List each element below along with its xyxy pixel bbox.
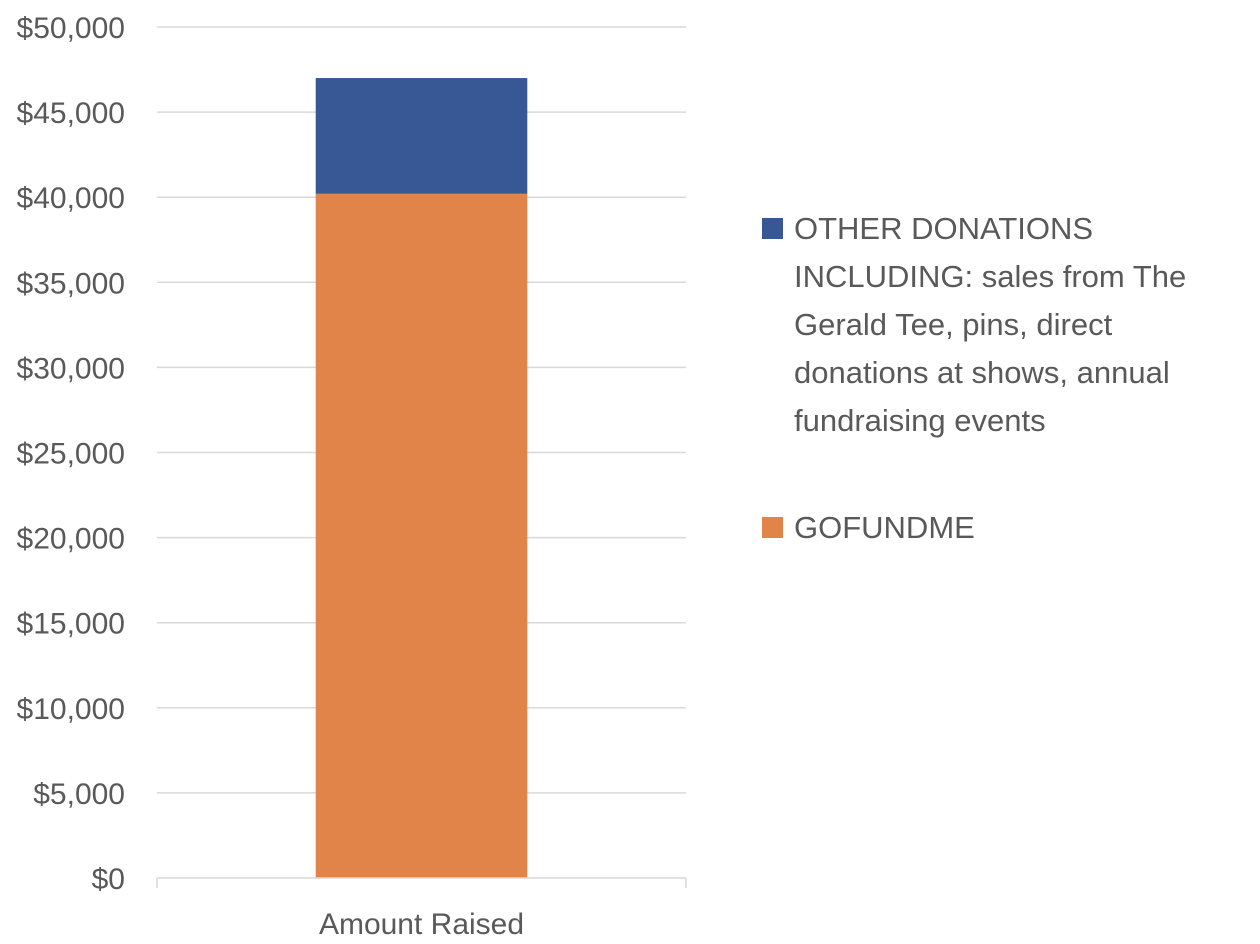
y-tick-label: $20,000	[17, 523, 125, 556]
y-tick-label: $5,000	[33, 778, 125, 811]
bars	[315, 78, 528, 878]
y-tick-label: $35,000	[17, 267, 125, 300]
y-tick-label: $10,000	[17, 693, 125, 726]
bar-other-donations	[315, 78, 528, 194]
y-tick-label: $50,000	[17, 12, 125, 45]
legend-swatch-gofundme	[762, 517, 783, 538]
legend-swatch-other-donations	[762, 218, 783, 239]
x-axis-tick-labels: Amount Raised	[319, 908, 524, 941]
y-axis-tick-labels: $0 $5,000 $10,000 $15,000 $20,000 $25,000 $30,…	[17, 12, 125, 896]
y-tick-label: $45,000	[17, 97, 125, 130]
legend-item-gofundme: GOFUNDME	[762, 504, 1252, 552]
x-axis	[156, 877, 687, 888]
legend-item-other-donations: OTHER DONATIONS INCLUDING: sales from Th…	[762, 205, 1252, 445]
legend-label-gofundme: GOFUNDME	[794, 510, 975, 545]
x-tick-label: Amount Raised	[319, 908, 524, 941]
y-tick-label: $40,000	[17, 182, 125, 215]
y-tick-label: $30,000	[17, 352, 125, 385]
legend-label-other-donations: OTHER DONATIONS INCLUDING: sales from Th…	[794, 211, 1187, 438]
legend: OTHER DONATIONS INCLUDING: sales from Th…	[762, 205, 1252, 552]
y-tick-label: $15,000	[17, 608, 125, 641]
y-tick-label: $0	[92, 863, 125, 896]
bar-gofundme	[315, 193, 528, 878]
y-tick-label: $25,000	[17, 438, 125, 471]
